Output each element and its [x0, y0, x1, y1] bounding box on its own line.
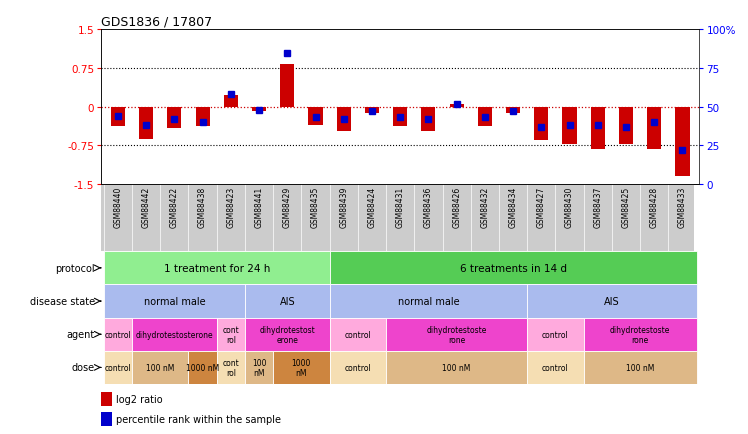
- Text: GSM88436: GSM88436: [424, 187, 433, 228]
- Text: GSM88422: GSM88422: [170, 187, 179, 227]
- Bar: [527, 318, 583, 351]
- Bar: [393, 108, 407, 127]
- Bar: [252, 108, 266, 112]
- Text: 1000 nM: 1000 nM: [186, 363, 219, 372]
- Bar: [386, 318, 527, 351]
- Text: GSM88428: GSM88428: [650, 187, 659, 227]
- Bar: [330, 252, 696, 285]
- Bar: [273, 351, 330, 384]
- Text: dihydrotestost
erone: dihydrotestost erone: [260, 325, 315, 344]
- Bar: [101, 392, 111, 406]
- Bar: [245, 285, 330, 318]
- Bar: [104, 351, 132, 384]
- Text: AIS: AIS: [604, 296, 619, 306]
- Text: 1000
nM: 1000 nM: [292, 358, 311, 377]
- Text: normal male: normal male: [398, 296, 459, 306]
- Bar: [421, 108, 435, 132]
- Bar: [619, 108, 633, 145]
- Text: 100 nM: 100 nM: [626, 363, 654, 372]
- Text: protocol: protocol: [55, 263, 95, 273]
- Text: AIS: AIS: [280, 296, 295, 306]
- Text: 6 treatments in 14 d: 6 treatments in 14 d: [459, 263, 566, 273]
- Bar: [101, 412, 111, 426]
- Text: GSM88432: GSM88432: [480, 187, 489, 227]
- Text: 100
nM: 100 nM: [252, 358, 266, 377]
- Text: control: control: [105, 363, 132, 372]
- Text: GSM88438: GSM88438: [198, 187, 207, 227]
- Text: GSM88439: GSM88439: [340, 187, 349, 228]
- Bar: [365, 108, 379, 114]
- Text: cont
rol: cont rol: [222, 325, 239, 344]
- Bar: [104, 285, 245, 318]
- Text: GSM88426: GSM88426: [452, 187, 461, 227]
- Bar: [675, 108, 690, 177]
- Bar: [280, 65, 294, 108]
- Bar: [330, 351, 386, 384]
- Text: GSM88442: GSM88442: [141, 187, 150, 227]
- Text: GSM88430: GSM88430: [565, 187, 574, 228]
- Bar: [308, 108, 322, 125]
- Text: 100 nM: 100 nM: [443, 363, 470, 372]
- Bar: [527, 285, 696, 318]
- Text: GSM88433: GSM88433: [678, 187, 687, 228]
- Bar: [245, 351, 273, 384]
- Bar: [562, 108, 577, 145]
- Bar: [647, 108, 661, 150]
- Bar: [195, 108, 209, 127]
- Text: GSM88441: GSM88441: [254, 187, 263, 227]
- Bar: [330, 285, 527, 318]
- Text: control: control: [105, 330, 132, 339]
- Bar: [132, 318, 217, 351]
- Text: disease state: disease state: [30, 296, 95, 306]
- Text: cont
rol: cont rol: [222, 358, 239, 377]
- Bar: [478, 108, 492, 127]
- Text: GSM88431: GSM88431: [396, 187, 405, 227]
- Text: control: control: [542, 363, 568, 372]
- Text: GSM88437: GSM88437: [593, 187, 602, 228]
- Text: control: control: [542, 330, 568, 339]
- Bar: [527, 351, 583, 384]
- Text: GSM88423: GSM88423: [227, 187, 236, 227]
- Text: dose: dose: [72, 362, 95, 372]
- Text: GSM88424: GSM88424: [367, 187, 376, 227]
- Text: GSM88435: GSM88435: [311, 187, 320, 228]
- Text: percentile rank within the sample: percentile rank within the sample: [116, 414, 281, 424]
- Bar: [139, 108, 153, 139]
- Bar: [188, 351, 217, 384]
- Bar: [132, 351, 188, 384]
- Text: GSM88425: GSM88425: [622, 187, 631, 227]
- Text: agent: agent: [67, 329, 95, 339]
- Text: 100 nM: 100 nM: [146, 363, 174, 372]
- Bar: [386, 351, 527, 384]
- Text: log2 ratio: log2 ratio: [116, 394, 162, 404]
- Text: control: control: [345, 363, 371, 372]
- Bar: [111, 108, 125, 127]
- Text: normal male: normal male: [144, 296, 205, 306]
- Text: 1 treatment for 24 h: 1 treatment for 24 h: [164, 263, 270, 273]
- Text: dihydrotestosterone: dihydrotestosterone: [135, 330, 213, 339]
- Text: dihydrotestoste
rone: dihydrotestoste rone: [426, 325, 487, 344]
- Text: GSM88427: GSM88427: [537, 187, 546, 227]
- Bar: [217, 351, 245, 384]
- Bar: [168, 108, 182, 129]
- Bar: [534, 108, 548, 141]
- Text: GSM88440: GSM88440: [114, 187, 123, 228]
- Bar: [245, 318, 330, 351]
- Bar: [506, 108, 520, 114]
- Bar: [104, 252, 330, 285]
- Text: GDS1836 / 17807: GDS1836 / 17807: [101, 15, 212, 28]
- Text: GSM88429: GSM88429: [283, 187, 292, 227]
- Bar: [583, 351, 696, 384]
- Bar: [330, 318, 386, 351]
- Text: GSM88434: GSM88434: [509, 187, 518, 228]
- Bar: [217, 318, 245, 351]
- Text: control: control: [345, 330, 371, 339]
- Text: dihydrotestoste
rone: dihydrotestoste rone: [610, 325, 670, 344]
- Bar: [450, 105, 464, 108]
- Bar: [591, 108, 605, 150]
- Bar: [104, 318, 132, 351]
- Bar: [583, 318, 696, 351]
- Bar: [224, 96, 238, 108]
- Bar: [337, 108, 351, 132]
